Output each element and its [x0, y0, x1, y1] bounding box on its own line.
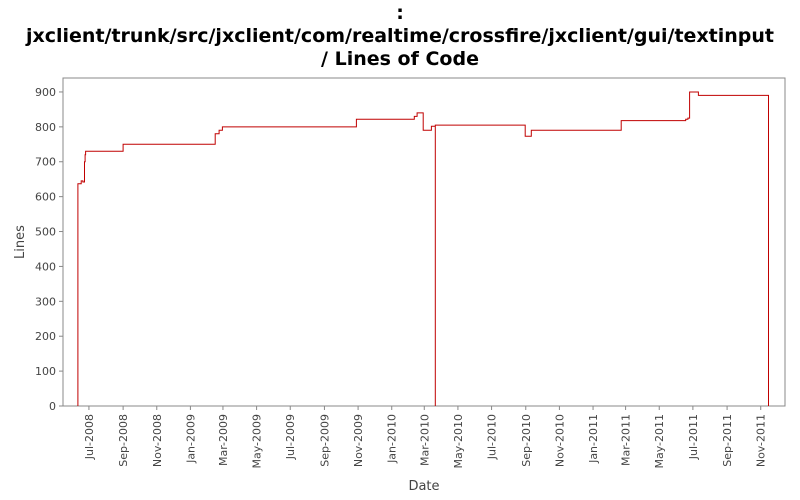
- x-tick-label: Sep-2011: [721, 414, 734, 467]
- x-tick-label: Nov-2010: [553, 414, 566, 467]
- x-axis-title: Date: [408, 479, 439, 494]
- x-tick-label: Jul-2010: [486, 414, 499, 460]
- x-tick-label: Jan-2009: [184, 414, 197, 464]
- x-tick-label: Mar-2011: [620, 414, 633, 466]
- x-tick-label: Mar-2010: [418, 414, 431, 466]
- x-tick-label: May-2010: [452, 414, 465, 469]
- y-tick-label: 500: [35, 226, 56, 239]
- y-tick-label: 0: [49, 400, 56, 413]
- x-tick-label: Jan-2010: [386, 414, 399, 464]
- x-tick-label: Jan-2011: [587, 414, 600, 464]
- x-tick-label: Nov-2008: [151, 414, 164, 467]
- y-tick-label: 300: [35, 295, 56, 308]
- y-tick-label: 400: [35, 260, 56, 273]
- x-tick-label: Nov-2011: [755, 414, 768, 467]
- y-tick-label: 600: [35, 191, 56, 204]
- chart-title-line-3: / Lines of Code: [321, 48, 479, 70]
- x-axis-ticks: Jul-2008 Sep-2008 Nov-2008 Jan-2009 Mar-2009…: [83, 406, 768, 469]
- x-tick-label: Sep-2010: [520, 414, 533, 467]
- x-tick-label: Jul-2008: [83, 414, 96, 460]
- y-tick-label: 800: [35, 121, 56, 134]
- y-tick-label: 900: [35, 86, 56, 99]
- y-tick-label: 100: [35, 365, 56, 378]
- y-axis-ticks: 0 100 200 300 400 500 600 700 800 900: [35, 86, 63, 413]
- x-tick-label: Sep-2008: [117, 414, 130, 467]
- x-tick-label: May-2009: [251, 414, 264, 469]
- chart-title: : jxclient/trunk/src/jxclient/com/realti…: [0, 2, 800, 71]
- x-tick-label: Nov-2009: [352, 414, 365, 467]
- y-tick-label: 700: [35, 156, 56, 169]
- x-tick-label: May-2011: [653, 414, 666, 469]
- x-tick-label: Jul-2009: [284, 414, 297, 460]
- x-tick-label: Mar-2009: [217, 414, 230, 466]
- chart-title-line-1: :: [396, 2, 404, 24]
- x-tick-label: Sep-2009: [318, 414, 331, 467]
- series-line: [77, 91, 769, 406]
- y-axis-title: Lines: [13, 225, 28, 259]
- y-tick-label: 200: [35, 330, 56, 343]
- plot-area: [62, 77, 786, 407]
- chart-title-line-2: jxclient/trunk/src/jxclient/com/realtime…: [25, 25, 774, 47]
- x-tick-label: Jul-2011: [687, 414, 700, 460]
